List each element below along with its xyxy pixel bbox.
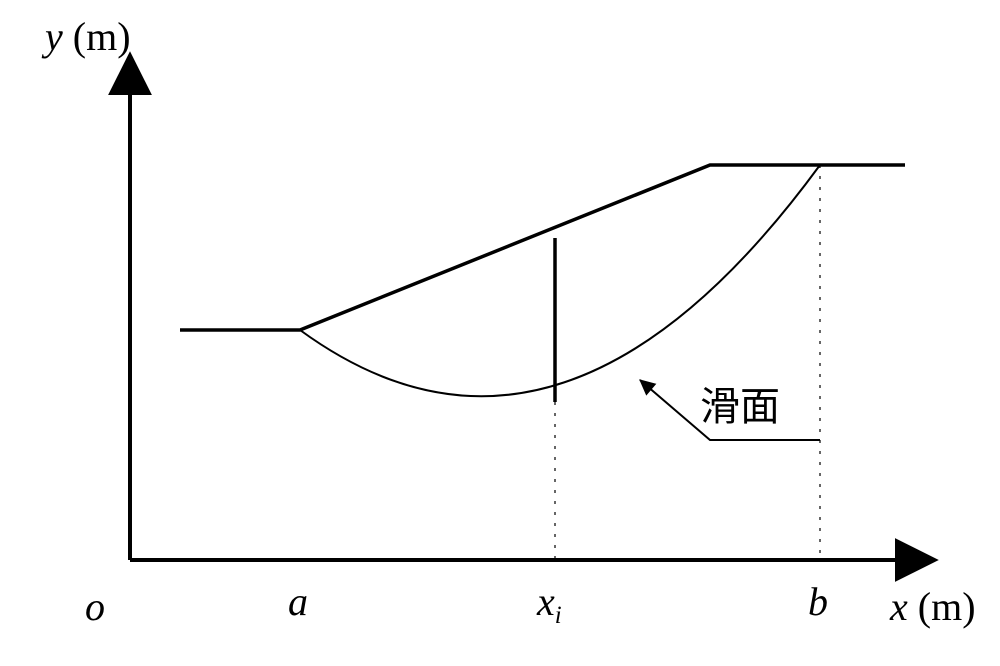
slip-surface: [300, 165, 820, 396]
y-axis-label: y (m): [41, 14, 131, 59]
origin-label: o: [85, 584, 105, 629]
tick-b: b: [808, 579, 828, 624]
x-axis-label: x (m): [889, 584, 976, 629]
ground-surface: [180, 165, 905, 330]
tick-xi: xi: [536, 579, 562, 629]
slip-surface-label: 滑面: [700, 384, 780, 429]
tick-a: a: [288, 579, 308, 624]
